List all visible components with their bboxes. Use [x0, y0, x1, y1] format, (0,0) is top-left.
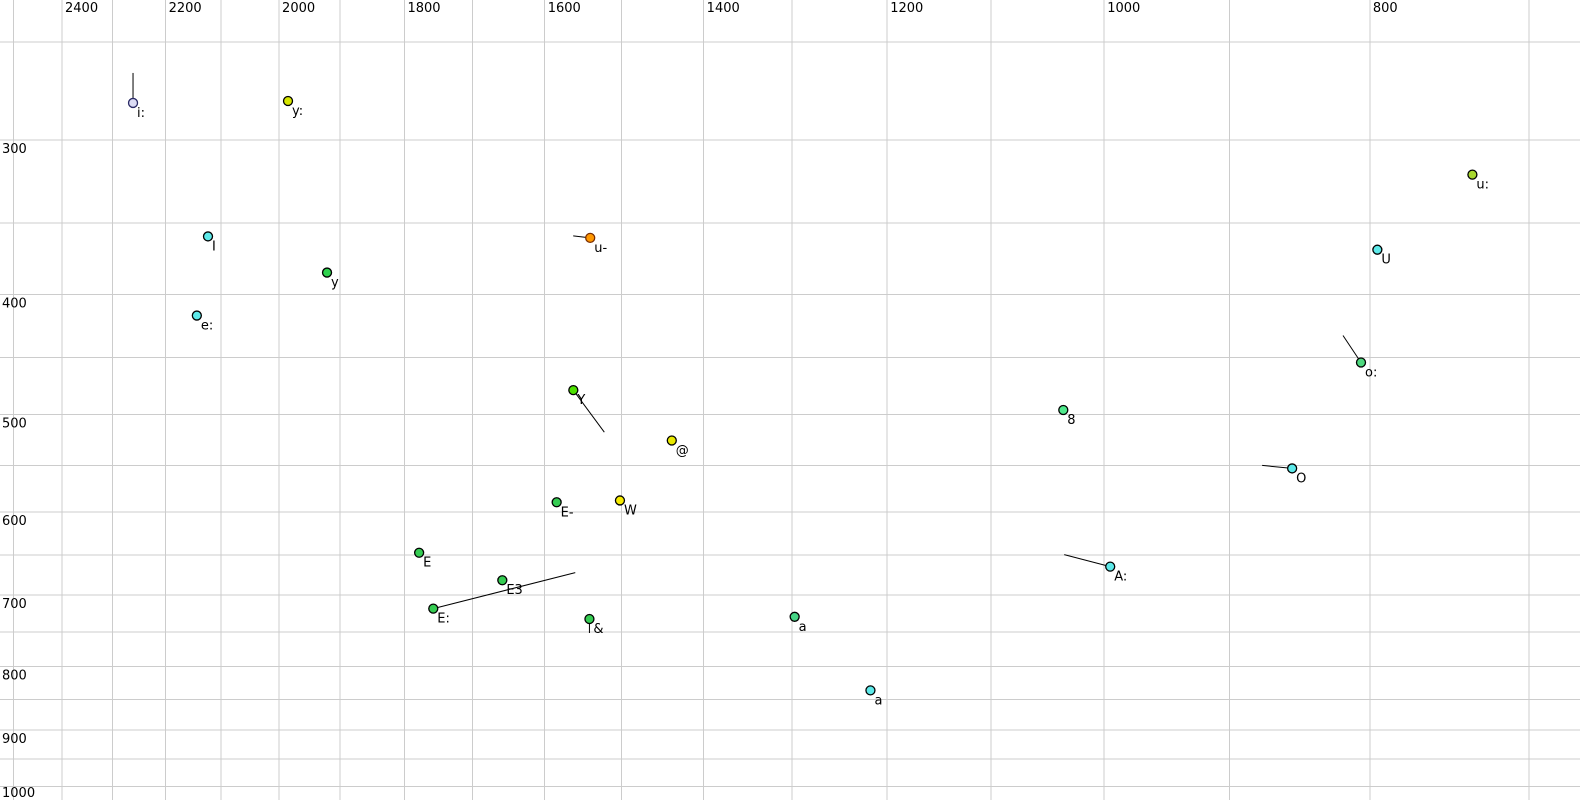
- data-point-marker: [1467, 169, 1478, 180]
- data-point: o:: [1342, 335, 1377, 380]
- data-point: E: [413, 547, 431, 571]
- data-point-label: y: [331, 276, 339, 291]
- data-point: 8: [1058, 404, 1076, 428]
- data-point-label: 8: [1067, 413, 1075, 428]
- data-point-label: u:: [1476, 178, 1489, 193]
- x-tick-label: 2400: [65, 1, 98, 16]
- data-point-marker: [428, 603, 439, 614]
- x-tick-label: 1200: [890, 1, 923, 16]
- x-tick-label: 1800: [407, 1, 440, 16]
- data-point-label: @: [676, 444, 689, 459]
- data-point-label: &: [593, 622, 603, 637]
- data-point-marker: [413, 547, 425, 558]
- x-tick-label: 1000: [1107, 1, 1140, 16]
- data-point: y: [321, 267, 339, 291]
- data-point-marker: [282, 95, 294, 107]
- y-tick-label: 700: [2, 597, 27, 612]
- data-point-label: W: [624, 503, 637, 518]
- data-point-marker: [614, 495, 626, 506]
- data-point: y:: [282, 95, 303, 119]
- data-point: A:: [1064, 554, 1127, 585]
- data-point: E-: [551, 497, 574, 520]
- x-axis-tick-labels: 2400 2200 2000 1800 1600 1400 1200 1000 800: [65, 1, 1398, 16]
- data-points: i: y: Iy e: u-u: Uo: 8 Y @ O E- W E A: E3 E: & a a: [127, 72, 1489, 708]
- data-point-label: u-: [594, 241, 607, 256]
- data-point-marker: [1058, 404, 1069, 416]
- data-point: a: [789, 611, 807, 635]
- y-tick-label: 1000: [2, 786, 35, 800]
- data-point-label: U: [1381, 253, 1391, 268]
- data-point-tail: [572, 389, 605, 433]
- data-point-label: o:: [1365, 365, 1377, 380]
- data-point: @: [666, 435, 689, 459]
- data-point-tail: [433, 572, 576, 610]
- data-point-label: a: [799, 620, 807, 635]
- data-point: &: [584, 613, 604, 637]
- data-point: a: [865, 685, 882, 708]
- data-point: U: [1372, 244, 1391, 268]
- data-point-marker: [202, 231, 214, 242]
- data-point-marker: [1372, 244, 1383, 255]
- y-tick-label: 600: [2, 514, 27, 529]
- y-tick-label: 400: [2, 296, 27, 311]
- data-point: E:: [428, 572, 576, 627]
- data-point: u:: [1467, 169, 1489, 193]
- x-tick-label: 2200: [169, 1, 202, 16]
- data-point-tail: [1342, 335, 1362, 363]
- data-point-marker: [551, 497, 562, 508]
- data-point-marker: [584, 613, 595, 625]
- data-point-label: a: [874, 693, 882, 708]
- data-point-label: i:: [137, 106, 145, 121]
- data-point-label: O: [1296, 471, 1306, 486]
- y-tick-label: 300: [2, 142, 27, 157]
- x-tick-label: 800: [1373, 1, 1398, 16]
- y-tick-label: 800: [2, 669, 27, 684]
- data-point-label: E3: [506, 583, 523, 598]
- y-tick-label: 900: [2, 732, 27, 747]
- data-point-label: E:: [437, 612, 450, 627]
- data-point: u-: [573, 232, 607, 256]
- data-point: W: [614, 495, 637, 518]
- data-point-marker: [191, 310, 202, 321]
- data-point-marker: [666, 435, 677, 446]
- data-point: I: [202, 231, 216, 254]
- data-point-label: Y: [576, 393, 585, 408]
- data-point-label: e:: [201, 319, 213, 334]
- data-point-label: y:: [292, 104, 303, 119]
- data-point-tail: [1064, 554, 1111, 568]
- data-point-marker: [321, 267, 333, 278]
- data-point-marker: [1105, 561, 1116, 572]
- data-point-marker: [1355, 357, 1367, 368]
- data-point-label: E: [423, 556, 431, 571]
- data-point: i:: [127, 72, 145, 121]
- data-point-marker: [585, 232, 596, 244]
- data-point-marker: [789, 611, 800, 622]
- data-point: e:: [191, 310, 213, 334]
- data-point: O: [1262, 463, 1306, 486]
- data-point-marker: [568, 384, 579, 396]
- x-tick-label: 1600: [548, 1, 581, 16]
- data-point-marker: [127, 97, 139, 109]
- data-point-marker: [1286, 463, 1298, 474]
- data-point-marker: [497, 575, 508, 586]
- data-point-label: E-: [561, 505, 574, 520]
- x-tick-label: 2000: [282, 1, 315, 16]
- data-point: Y: [568, 384, 605, 433]
- y-axis-tick-labels: 300 400 500 600 700 800 900 1000: [2, 142, 35, 800]
- y-tick-label: 500: [2, 416, 27, 431]
- data-point-label: A:: [1114, 570, 1127, 585]
- x-tick-label: 1400: [707, 1, 740, 16]
- data-point-marker: [865, 685, 876, 696]
- data-point-label: I: [212, 239, 216, 254]
